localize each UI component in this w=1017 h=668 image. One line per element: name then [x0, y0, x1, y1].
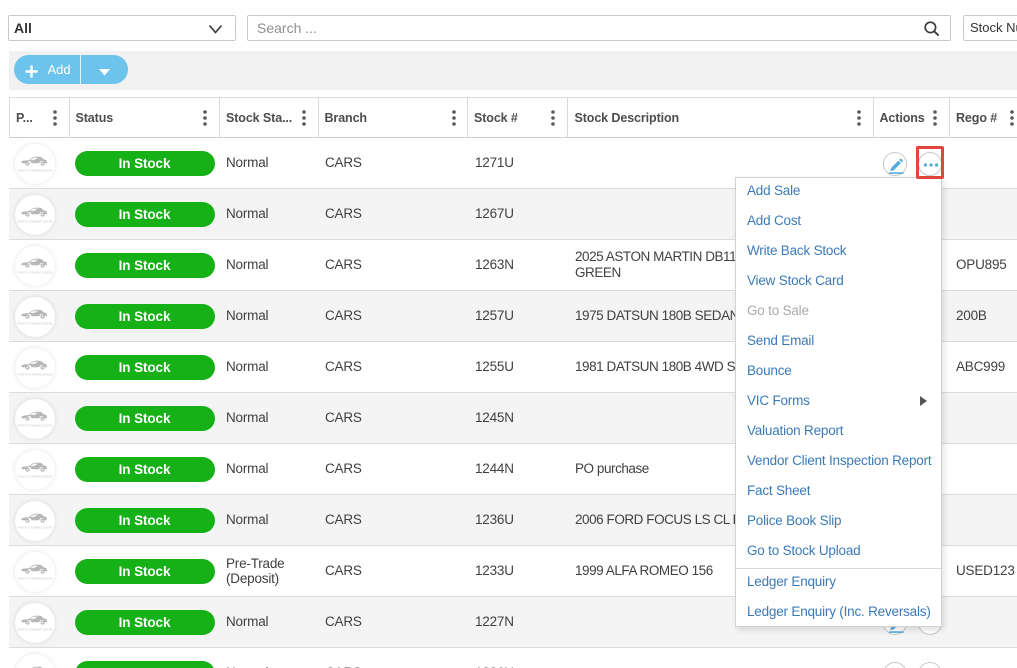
svg-text:PHOTO COMING SOON: PHOTO COMING SOON [18, 321, 53, 325]
svg-text:PHOTO COMING SOON: PHOTO COMING SOON [18, 219, 53, 223]
svg-text:PHOTO COMING SOON: PHOTO COMING SOON [18, 576, 53, 580]
svg-text:PHOTO COMING SOON: PHOTO COMING SOON [18, 627, 53, 631]
svg-text:PHOTO COMING SOON: PHOTO COMING SOON [18, 474, 53, 478]
svg-text:PHOTO COMING SOON: PHOTO COMING SOON [18, 423, 53, 427]
svg-text:PHOTO COMING SOON: PHOTO COMING SOON [18, 372, 53, 376]
svg-text:PHOTO COMING SOON: PHOTO COMING SOON [18, 168, 53, 172]
svg-text:PHOTO COMING SOON: PHOTO COMING SOON [18, 525, 53, 529]
svg-text:PHOTO COMING SOON: PHOTO COMING SOON [18, 270, 53, 274]
